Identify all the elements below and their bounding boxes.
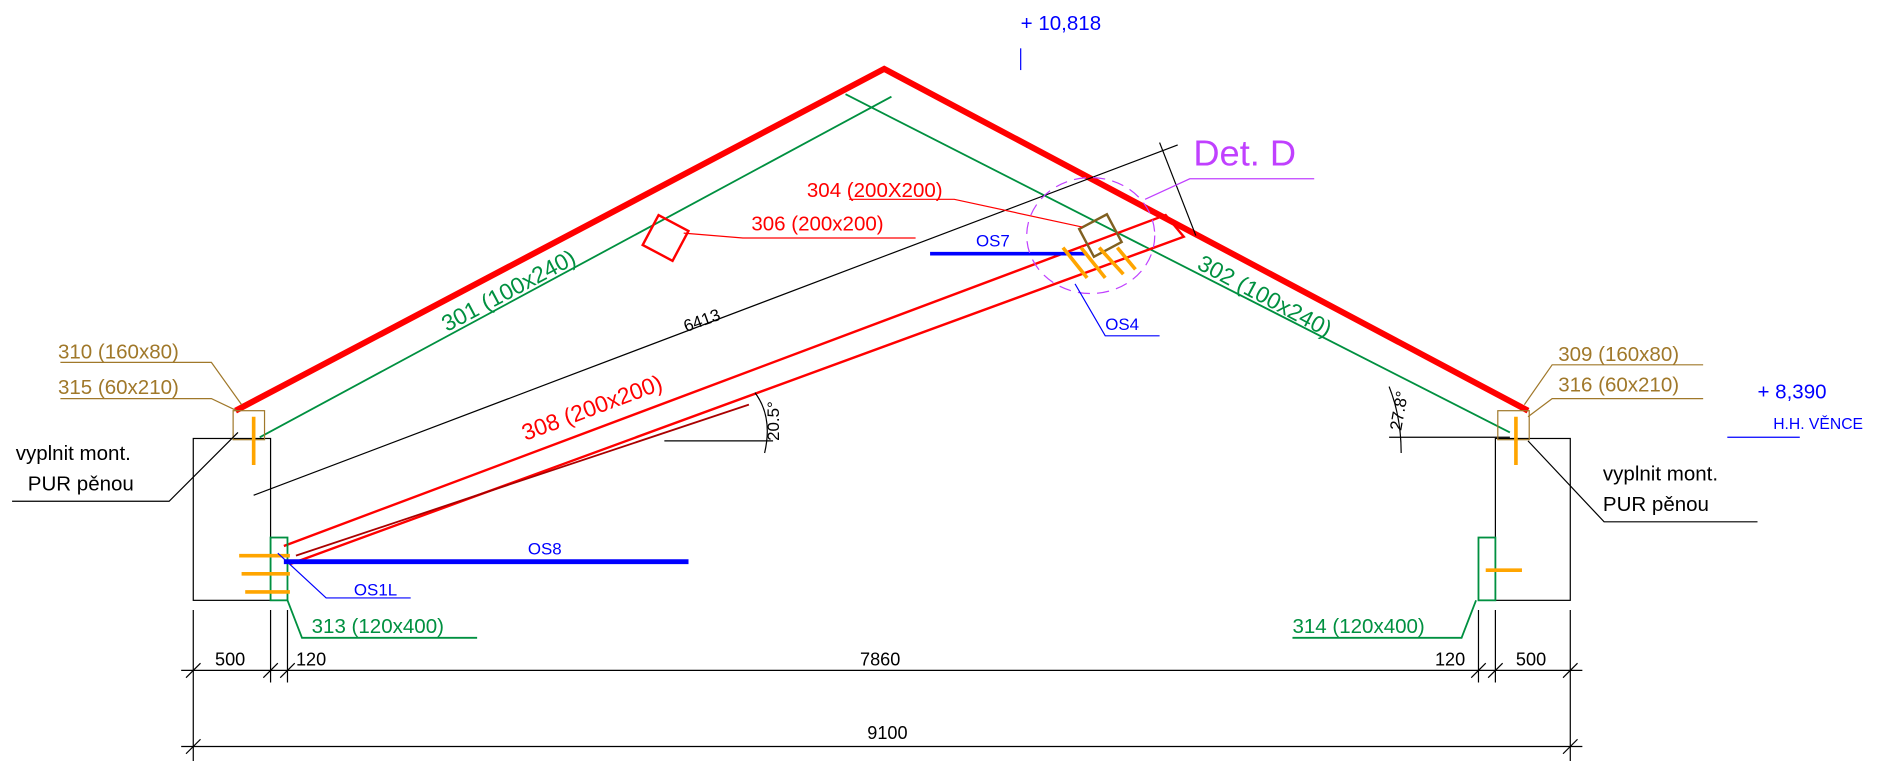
green-labels: 301 (100x240) 302 (100x240) 313 (120x400… (312, 244, 1425, 638)
angle-label: 20.5° (764, 401, 783, 441)
connector-label: OS7 (976, 231, 1010, 250)
ridge-elevation: + 10,818 (1021, 12, 1101, 35)
member-label: 304 (200X200) (807, 179, 943, 202)
note: vyplnit mont. (1603, 463, 1718, 486)
dimension: 120 (1435, 650, 1465, 670)
member-label: 310 (160x80) (58, 341, 179, 364)
wall-note: H.H. VĚNCE (1773, 414, 1863, 433)
note: PUR pěnou (28, 472, 134, 495)
red-labels: 304 (200X200) 306 (200x200) 308 (200x200… (518, 179, 943, 446)
angle-label: 27.8° (1386, 390, 1412, 432)
member-label: 306 (200x200) (751, 213, 883, 236)
detail-label: Det. D (1193, 132, 1296, 173)
member-label: 315 (60x210) (58, 376, 179, 399)
truss-drawing: + 10,818 + 8,390 H.H. VĚNCE OS7 OS4 OS8 … (0, 0, 1894, 761)
member-label: 309 (160x80) (1558, 343, 1679, 366)
member-label: 313 (120x400) (312, 615, 444, 638)
brown-labels: 310 (160x80) 315 (60x210) 309 (160x80) 3… (58, 341, 1679, 399)
dimension: 120 (296, 650, 326, 670)
wall-elevation: + 8,390 (1758, 381, 1827, 404)
note: vyplnit mont. (16, 442, 131, 465)
member-label: 316 (60x210) (1558, 373, 1679, 396)
connector-label: OS1L (354, 581, 397, 600)
dimension: 500 (1516, 650, 1546, 670)
dimension: 9100 (867, 723, 907, 743)
connector-label: OS4 (1105, 315, 1139, 334)
dimension: 500 (215, 650, 245, 670)
connector-label: OS8 (528, 539, 562, 558)
dimension: 7860 (860, 650, 900, 670)
member-label: 314 (120x400) (1292, 615, 1424, 638)
rafter-dimension: 6413 (681, 305, 723, 336)
note: PUR pěnou (1603, 493, 1709, 516)
